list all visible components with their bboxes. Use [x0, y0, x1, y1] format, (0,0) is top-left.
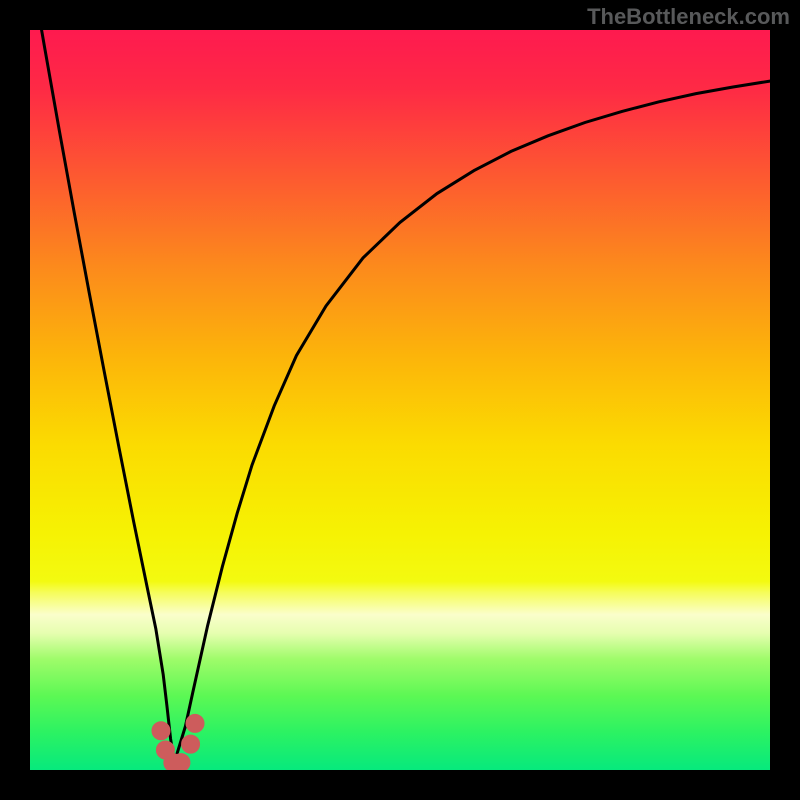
- bottleneck-chart: [0, 0, 800, 800]
- marker-point: [172, 754, 190, 772]
- watermark-text: TheBottleneck.com: [587, 4, 790, 30]
- marker-point: [186, 714, 204, 732]
- chart-frame: TheBottleneck.com: [0, 0, 800, 800]
- marker-point: [152, 722, 170, 740]
- marker-point: [182, 735, 200, 753]
- plot-background: [30, 30, 770, 770]
